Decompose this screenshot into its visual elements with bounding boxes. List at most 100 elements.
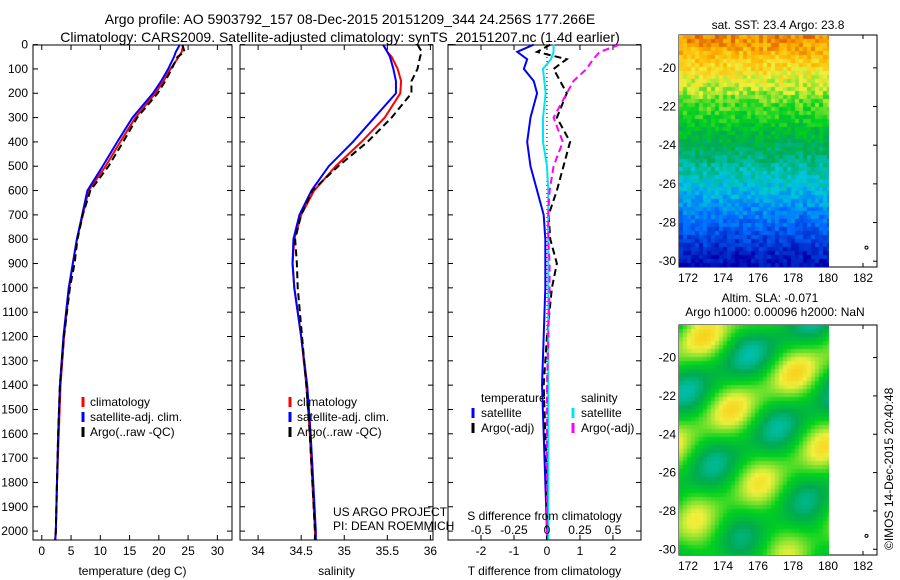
y-tick-label: 500 [8, 159, 28, 173]
map-lon-label: 176 [748, 559, 768, 573]
map-lat-label: -24 [659, 427, 677, 441]
x-tick-label: -1 [509, 544, 520, 558]
y-tick-label: 1300 [1, 354, 28, 368]
x-axis-label: temperature (deg C) [78, 564, 186, 578]
y-tick-label: 100 [8, 62, 28, 76]
x-tick-label: 30 [211, 544, 225, 558]
map-lat-label: -22 [659, 100, 677, 114]
map-lon-label: 174 [713, 271, 733, 285]
sst-map-canvas [679, 35, 829, 267]
legend-label: climatology [297, 395, 357, 409]
map-lat-label: -24 [659, 138, 677, 152]
x2-axis-label: S difference from climatology [467, 509, 622, 523]
series-satellite-adj-clim- [291, 44, 397, 540]
legend-label: satellite [581, 406, 622, 420]
x-tick-label: 5 [68, 544, 75, 558]
map-lon-label: 172 [678, 559, 698, 573]
map-lon-label: 174 [713, 559, 733, 573]
y-tick-label: 0 [21, 38, 28, 52]
series-climatology [291, 44, 403, 540]
panel-frame-2 [447, 44, 642, 541]
y-tick-label: 1800 [1, 475, 28, 489]
y-tick-label: 1600 [1, 427, 28, 441]
series-t-argo-adj- [534, 43, 572, 540]
y-tick-label: 1700 [1, 451, 28, 465]
legend-header-temperature: temperature [481, 391, 546, 405]
legend-label: climatology [90, 395, 150, 409]
y-tick-label: 300 [8, 111, 28, 125]
series-argo-raw-qc- [54, 44, 186, 540]
map-lat-label: -20 [659, 351, 677, 365]
map-lat-label: -28 [659, 504, 677, 518]
y-tick-label: 1500 [1, 402, 28, 416]
island-marker [864, 533, 869, 538]
x-tick-label: 34.5 [289, 544, 313, 558]
x2-tick-label: 0 [544, 523, 551, 537]
map-lon-label: 178 [783, 271, 803, 285]
map-lat-label: -20 [659, 61, 677, 75]
y-tick-label: 1400 [1, 378, 28, 392]
y-tick-label: 2000 [1, 524, 28, 538]
x-tick-label: 35 [338, 544, 352, 558]
map-lon-label: 182 [853, 271, 873, 285]
series-s-argo-adj- [545, 43, 620, 540]
map-lon-label: 180 [818, 271, 838, 285]
legend-label: Argo(..raw -QC) [297, 425, 382, 439]
x-axis-label: T difference from climatology [468, 564, 622, 578]
project-line1: US ARGO PROJECT [333, 505, 448, 519]
x2-tick-label: -0.25 [500, 523, 528, 537]
title-line1: Argo profile: AO 5903792_157 08-Dec-2015… [105, 11, 595, 27]
x-tick-label: 0 [544, 544, 551, 558]
sla-map-canvas [679, 325, 829, 555]
x2-tick-label: 0.5 [605, 523, 622, 537]
legend-label: satellite-adj. clim. [90, 410, 182, 424]
y-tick-label: 1100 [2, 305, 28, 319]
y-tick-label: 600 [8, 184, 28, 198]
x-tick-label: 20 [152, 544, 166, 558]
panel-frame-0 [32, 44, 233, 541]
map-lat-label: -30 [659, 254, 677, 268]
y-tick-label: 200 [8, 86, 28, 100]
map-lon-label: 176 [748, 271, 768, 285]
map-lon-label: 172 [678, 271, 698, 285]
sla-map-subtitle: Argo h1000: 0.00096 h2000: NaN [685, 305, 864, 319]
legend-label: satellite [481, 406, 522, 420]
y-tick-label: 900 [8, 257, 28, 271]
panel-frame-1 [239, 44, 434, 541]
map-lat-label: -26 [659, 177, 677, 191]
sla-map-title: Altim. SLA: -0.071 [722, 291, 819, 305]
map-lon-label: 178 [783, 559, 803, 573]
y-tick-label: 1200 [1, 329, 28, 343]
map-lon-label: 180 [818, 559, 838, 573]
sst-map-title: sat. SST: 23.4 Argo: 23.8 [712, 18, 845, 32]
x2-tick-label: -0.5 [471, 523, 492, 537]
x-tick-label: 25 [181, 544, 195, 558]
y-tick-label: 1000 [1, 281, 28, 295]
legend-label: Argo(-adj) [481, 421, 534, 435]
x-tick-label: 35.5 [376, 544, 400, 558]
x-tick-label: 15 [123, 544, 137, 558]
credit-text: ©IMOS 14-Dec-2015 20:40:48 [882, 387, 896, 550]
x-tick-label: -2 [476, 544, 487, 558]
x-tick-label: 0 [38, 544, 45, 558]
x-tick-label: 2 [610, 544, 617, 558]
title-line2: Climatology: CARS2009. Satellite-adjuste… [60, 29, 620, 45]
x2-tick-label: 0.25 [568, 523, 592, 537]
map-lat-label: -26 [659, 466, 677, 480]
y-tick-label: 400 [8, 135, 28, 149]
series-t-satellite [515, 43, 548, 540]
legend-header-salinity: salinity [581, 391, 618, 405]
x-axis-label: salinity [318, 564, 355, 578]
series-satellite-adj-clim- [54, 44, 181, 540]
x-tick-label: 34 [251, 544, 265, 558]
map-lat-label: -28 [659, 216, 677, 230]
series-climatology [54, 44, 185, 540]
series-argo-raw-qc- [294, 44, 423, 540]
y-tick-label: 700 [8, 208, 28, 222]
map-lat-label: -22 [659, 389, 677, 403]
map-lon-label: 182 [853, 559, 873, 573]
project-line2: PI: DEAN ROEMMICH [333, 519, 454, 533]
x-tick-label: 36 [424, 544, 438, 558]
legend-label: satellite-adj. clim. [297, 410, 389, 424]
